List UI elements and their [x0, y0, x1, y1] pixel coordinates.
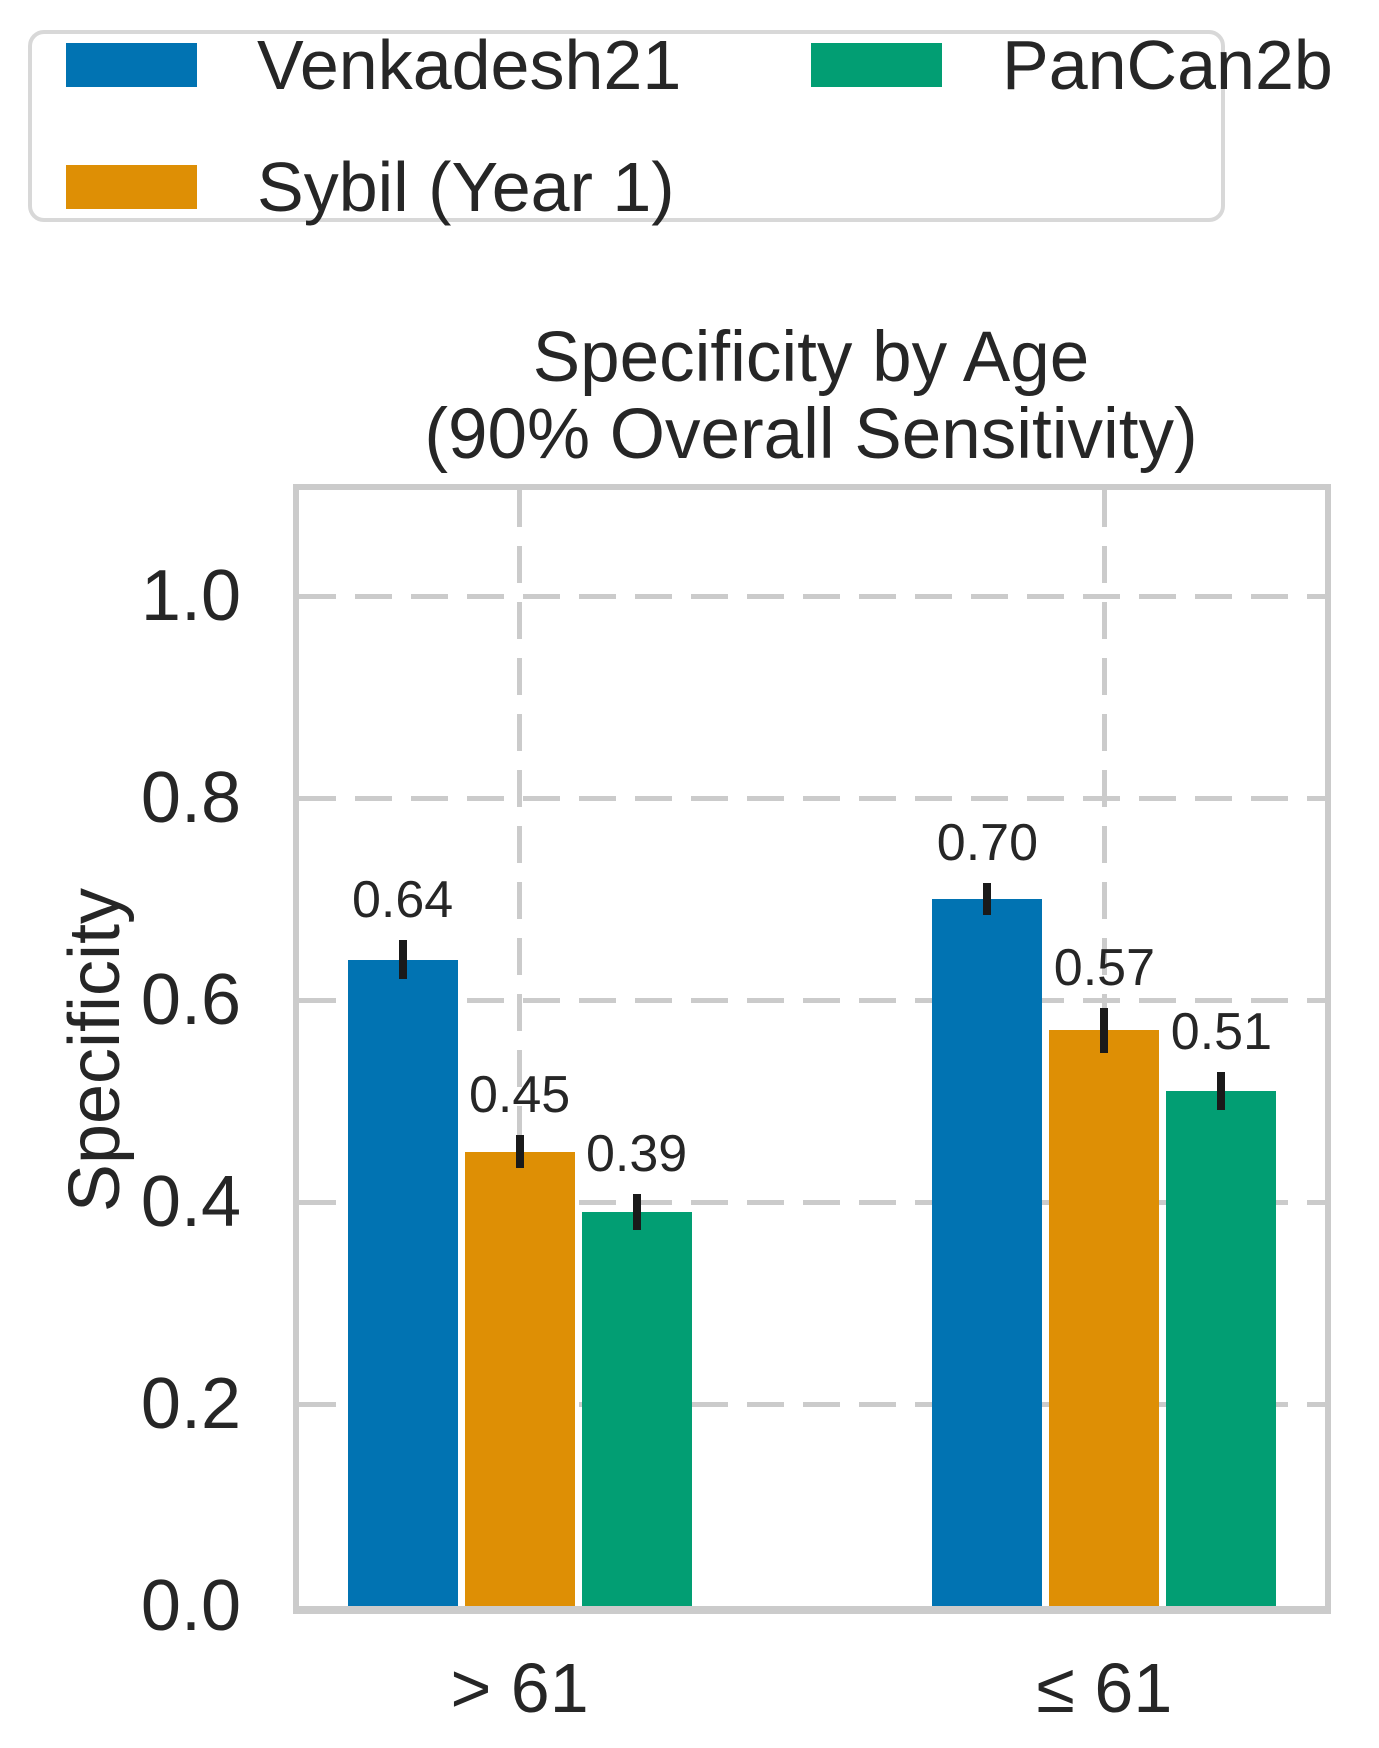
gridline-y-1.0	[299, 593, 1325, 599]
bar-value-label-pancan2b-61: 0.39	[585, 1124, 688, 1183]
gridline-y-0.8	[299, 795, 1325, 801]
gridline-x-61	[517, 490, 523, 1606]
y-axis-tick-0.8: 0.8	[140, 758, 241, 839]
x-axis-tick-61: > 61	[450, 1649, 589, 1727]
legend-label-pancan2b: PanCan2b	[1002, 26, 1333, 104]
error-bar-sybil-year-1-61	[1100, 1008, 1109, 1053]
bar-value-label-sybil-year-1-61: 0.57	[1053, 939, 1156, 998]
x-axis-tick-61: ≤ 61	[1036, 1649, 1173, 1727]
legend-label-sybil: Sybil (Year 1)	[257, 148, 675, 226]
bar-value-label-venkadesh21-61: 0.64	[351, 871, 454, 930]
bar-venkadesh21-61	[932, 899, 1043, 1606]
error-bar-venkadesh21-61	[398, 940, 407, 979]
gridline-y-0.4	[299, 1199, 1325, 1205]
plot-area: 1.0 0.8 0.6 0.4 0.2 0.0 > 61 ≤ 61 0.64 0.45 0.39 0.…	[141, 484, 1331, 1723]
y-axis-tick-0.2: 0.2	[140, 1364, 241, 1444]
legend: Venkadesh21 Sybil (Year 1) PanCan2b	[28, 30, 1333, 222]
error-bar-pancan2b-61	[1217, 1071, 1226, 1111]
chart-title-line1: Specificity by Age	[532, 318, 1090, 397]
bar-pancan2b-61	[1166, 1090, 1277, 1606]
bar-value-label-venkadesh21-61: 0.70	[936, 813, 1039, 872]
y-axis-tick-0.0: 0.0	[140, 1566, 241, 1646]
bar-venkadesh21-61	[347, 959, 458, 1606]
bar-value-label-sybil-year-1-61: 0.45	[468, 1066, 571, 1125]
error-bar-venkadesh21-61	[983, 882, 992, 916]
legend-swatch-sybil	[66, 165, 197, 209]
bar-sybil-year-1-61	[464, 1151, 575, 1606]
legend-item-pancan2b: PanCan2b	[811, 30, 1333, 100]
error-bar-sybil-year-1-61	[515, 1135, 524, 1168]
chart-title-line2: (90% Overall Sensitivity)	[424, 394, 1198, 474]
legend-swatch-venkadesh21	[66, 43, 197, 87]
legend-item-venkadesh21: Venkadesh21	[66, 30, 811, 100]
y-axis-tick-0.4: 0.4	[140, 1162, 241, 1243]
y-axis-tick-0.6: 0.6	[140, 960, 241, 1041]
legend-item-sybil: Sybil (Year 1)	[66, 152, 811, 222]
bar-value-label-pancan2b-61: 0.51	[1170, 1002, 1273, 1061]
chart-title: Specificity by Age (90% Overall Sensitiv…	[298, 318, 1324, 474]
gridline-y-0.2	[299, 1401, 1325, 1407]
gridline-y-0.6	[299, 997, 1325, 1003]
legend-swatch-pancan2b	[811, 43, 942, 87]
bar-sybil-year-1-61	[1049, 1030, 1160, 1606]
error-bar-pancan2b-61	[632, 1193, 641, 1231]
bar-pancan2b-61	[581, 1212, 692, 1606]
y-axis-tick-1.0: 1.0	[140, 556, 241, 637]
legend-label-venkadesh21: Venkadesh21	[257, 26, 682, 104]
